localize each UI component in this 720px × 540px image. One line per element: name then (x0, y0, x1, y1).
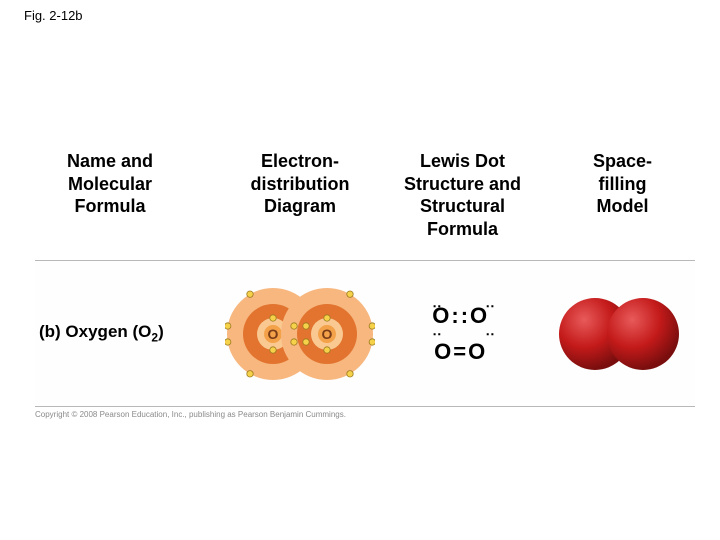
header-lewis: Lewis DotStructure andStructuralFormula (380, 150, 545, 240)
header-name: Name andMolecularFormula (0, 150, 220, 240)
cell-electron-distribution: OO (222, 261, 380, 406)
column-headers: Name andMolecularFormula Electron-distri… (0, 150, 720, 240)
electron-distribution-icon: OO (225, 279, 375, 389)
cell-spacefill (542, 261, 695, 406)
space-filling-icon (554, 289, 684, 379)
cell-name: (b) Oxygen (O2) (35, 261, 222, 406)
molecule-name-prefix: (b) Oxygen (O (39, 322, 151, 341)
lewis-dot-structure: ‥ ‥ O::O ‥ ‥ (432, 305, 489, 327)
lewis-bottom-dots: ‥ ‥ (432, 323, 489, 337)
content-row: (b) Oxygen (O2) OO ‥ ‥ O::O ‥ ‥ O=O (35, 260, 695, 407)
molecule-name: (b) Oxygen (O2) (39, 322, 164, 344)
cell-lewis: ‥ ‥ O::O ‥ ‥ O=O (379, 261, 542, 406)
svg-text:O: O (322, 326, 333, 342)
figure-page: Fig. 2-12b Name andMolecularFormula Elec… (0, 0, 720, 540)
lewis-top-dots: ‥ ‥ (432, 295, 489, 309)
figure-label: Fig. 2-12b (24, 8, 83, 23)
structural-formula: O=O (434, 341, 487, 363)
svg-text:O: O (268, 326, 279, 342)
copyright-text: Copyright © 2008 Pearson Education, Inc.… (35, 410, 346, 419)
header-space: Space-fillingModel (545, 150, 700, 240)
molecule-name-suffix: ) (158, 322, 164, 341)
header-edd: Electron-distributionDiagram (220, 150, 380, 240)
